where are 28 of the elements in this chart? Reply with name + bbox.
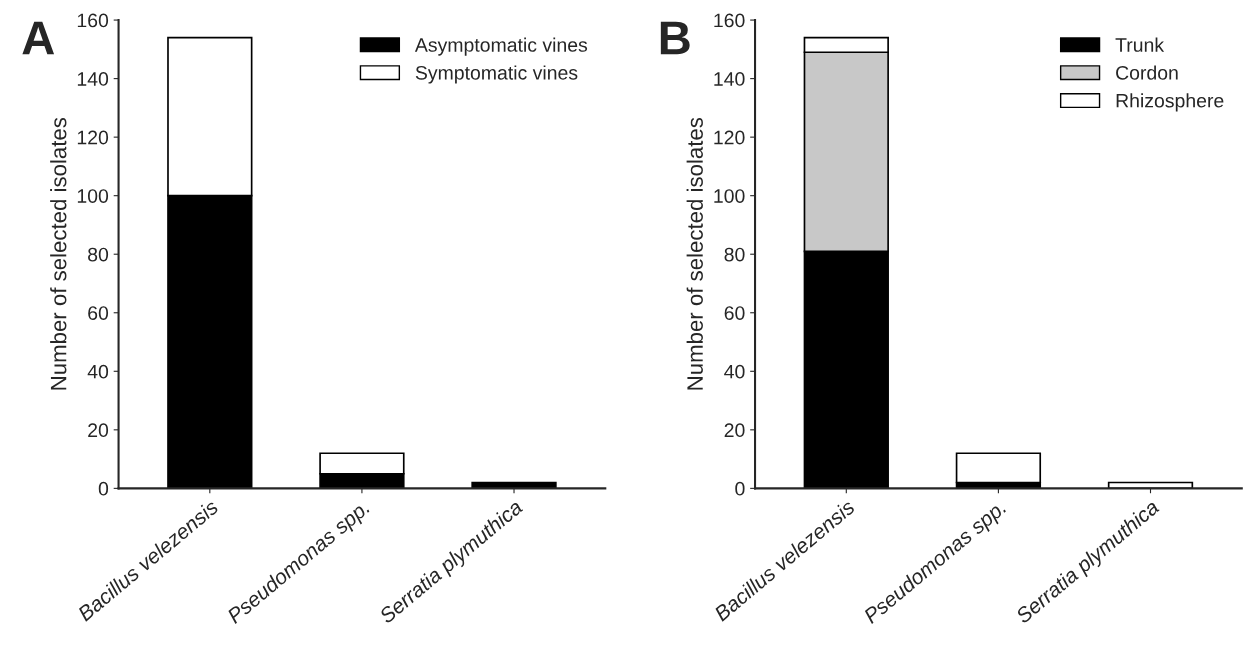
legend-label: Rhizosphere (1116, 93, 1224, 112)
legend-label: Symptomatic vines (415, 65, 578, 84)
y-tick-label: 20 (724, 423, 745, 438)
y-axis-title: Number of selected isolates (50, 117, 67, 390)
y-tick-label: 160 (714, 13, 745, 28)
y-tick-label: 40 (87, 364, 109, 379)
y-tick-label: 60 (88, 306, 109, 320)
y-tick-label: 0 (98, 481, 109, 496)
y-tick-label: 20 (88, 423, 109, 438)
bar (955, 452, 1042, 484)
y-tick-label: 120 (77, 130, 109, 145)
text: B (660, 21, 690, 55)
legend-label: Asymptomatic vines (414, 37, 588, 56)
y-tick-label: 0 (735, 481, 745, 496)
y-tick-label: 140 (714, 72, 745, 86)
y-tick-label: 80 (88, 247, 109, 262)
y-tick-label: 60 (724, 306, 745, 320)
y-axis-title: Number of selected isolates (686, 117, 703, 390)
y-tick-label: 160 (77, 13, 109, 28)
legend-label: Cordon (1116, 65, 1178, 80)
y-tick-label: 100 (714, 189, 745, 203)
text: A (22, 21, 55, 55)
legend-label: Trunk (1115, 37, 1165, 52)
y-tick-label: 40 (724, 364, 745, 379)
y-tick-label: 120 (714, 130, 745, 145)
y-tick-label: 100 (77, 189, 109, 203)
y-tick-label: 80 (724, 247, 745, 262)
y-tick-label: 140 (77, 72, 109, 86)
